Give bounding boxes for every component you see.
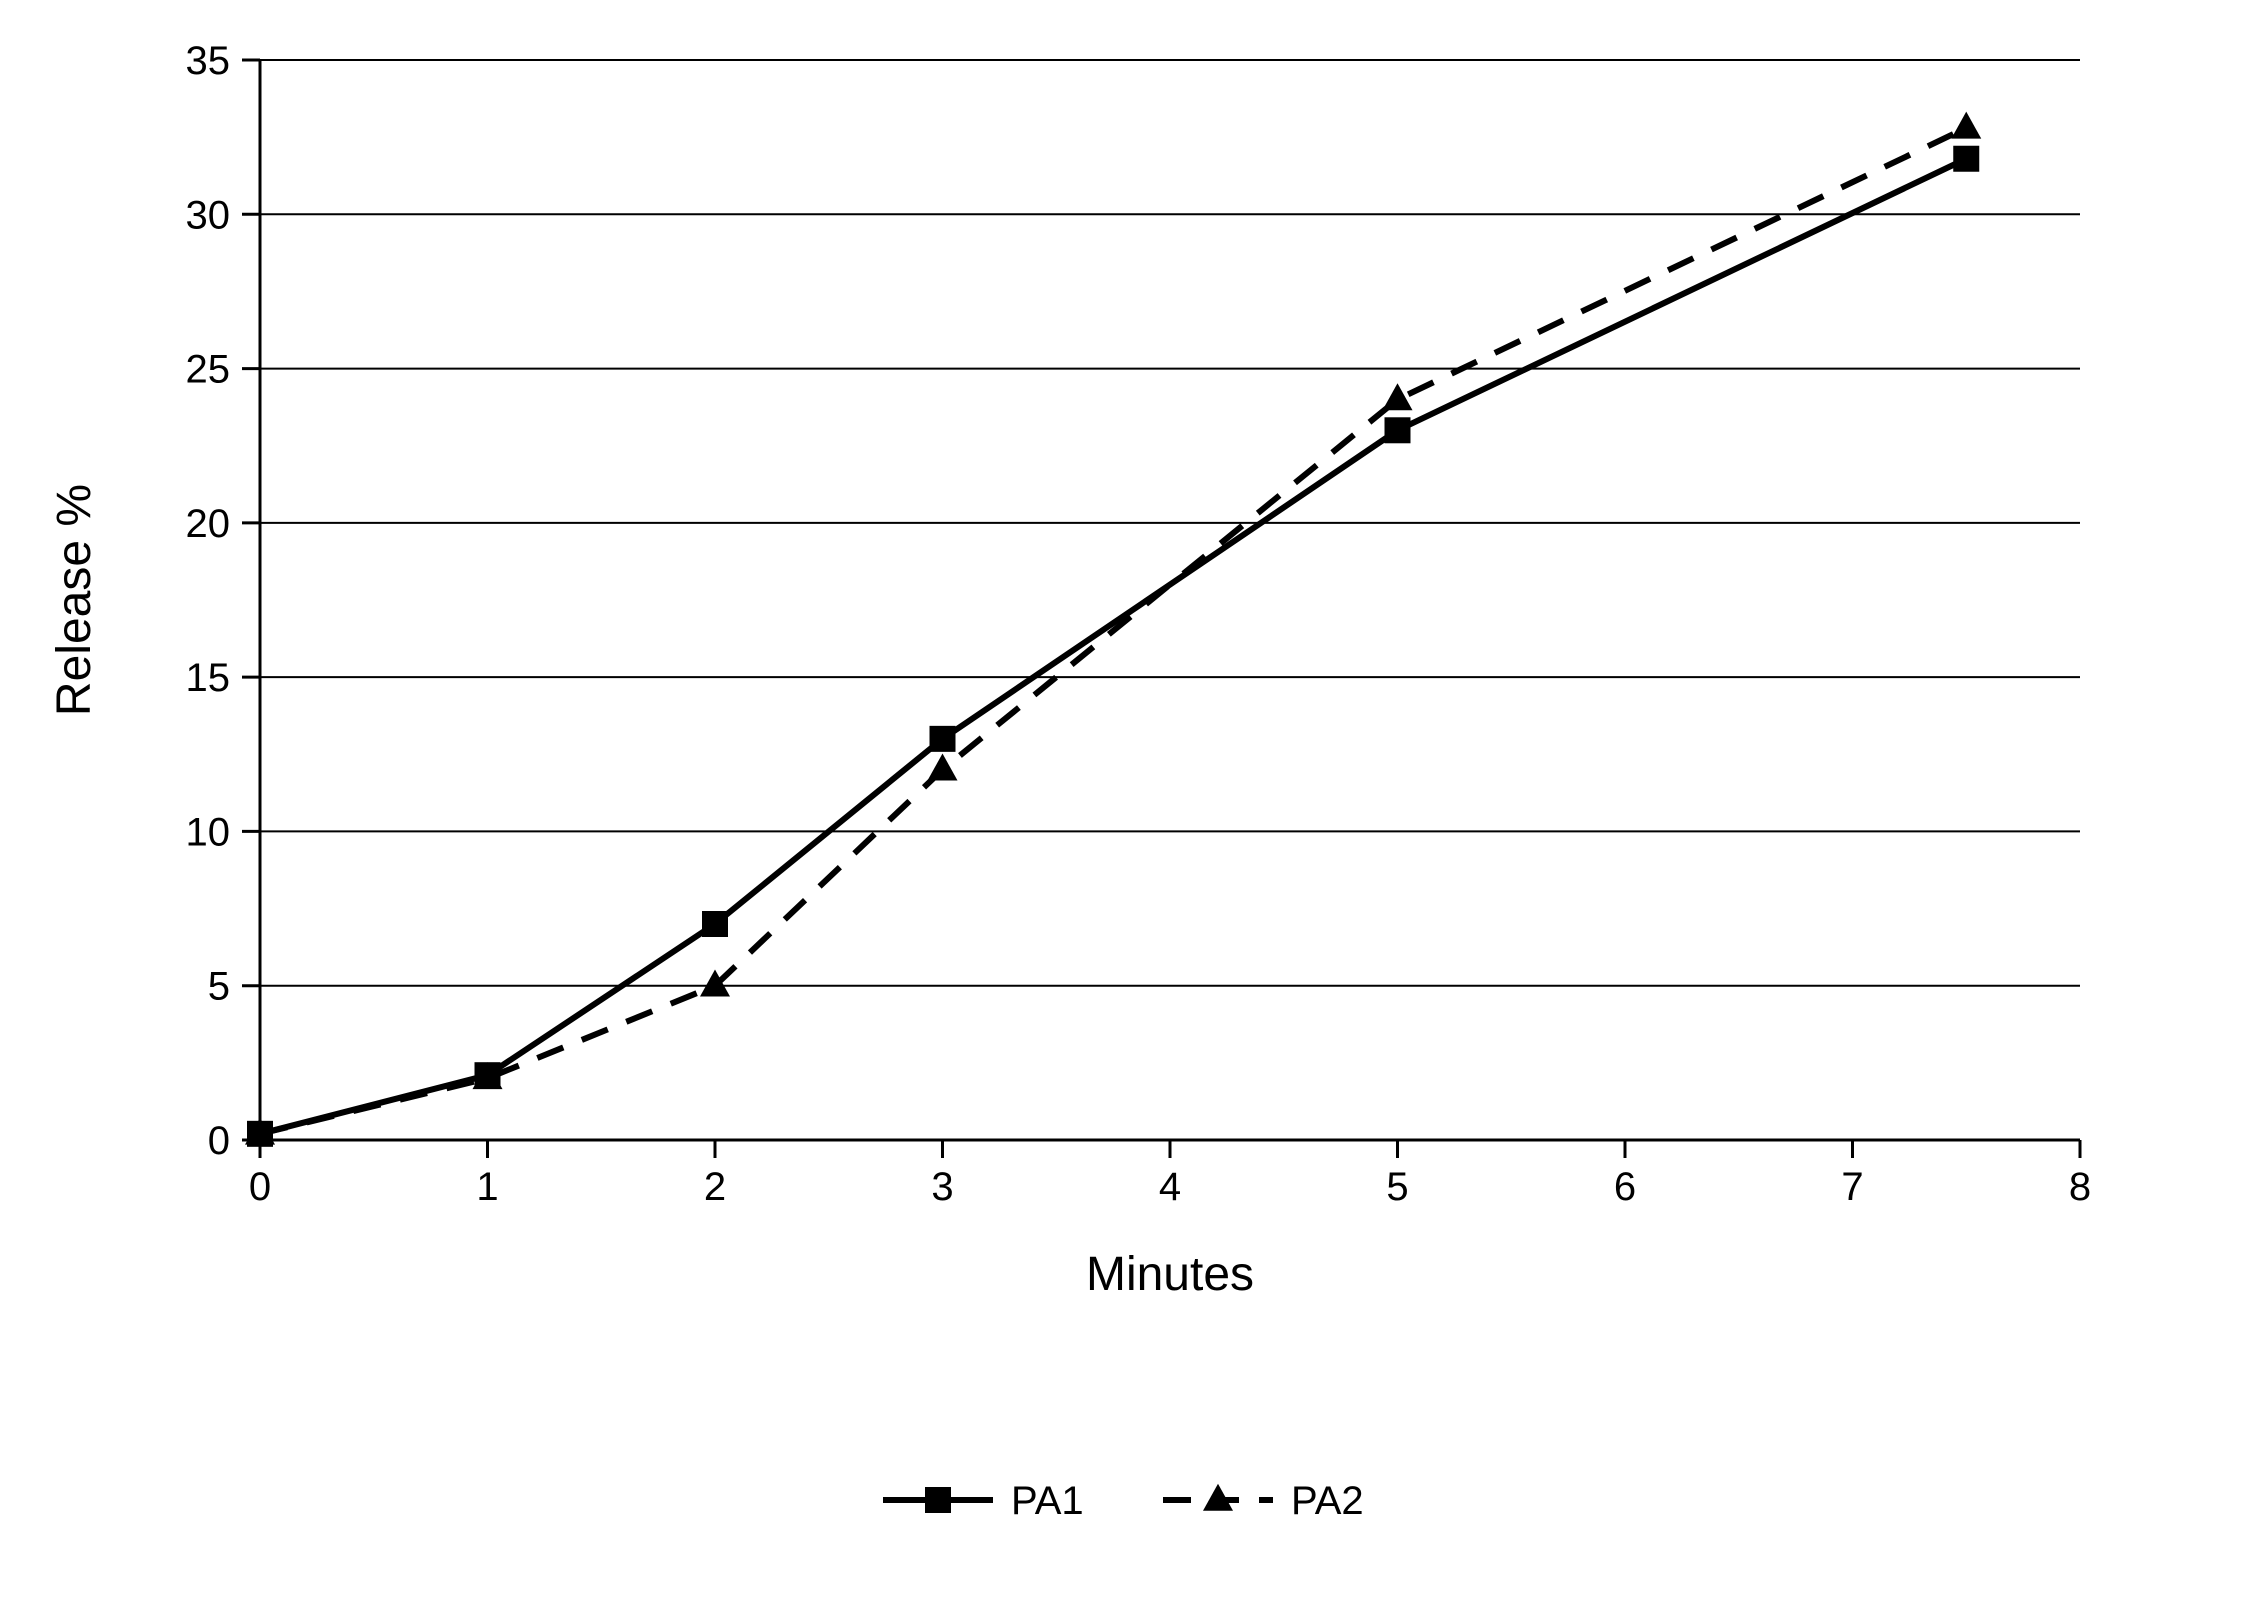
y-tick-label: 30 — [186, 193, 231, 237]
y-tick-label: 5 — [208, 965, 230, 1009]
y-tick-label: 20 — [186, 502, 231, 546]
y-axis-label: Release % — [48, 484, 101, 716]
x-tick-label: 5 — [1386, 1165, 1408, 1209]
y-tick-label: 10 — [186, 810, 231, 854]
x-tick-label: 1 — [476, 1165, 498, 1209]
series-marker-PA1 — [1953, 146, 1979, 172]
x-axis-label: Minutes — [1086, 1248, 1254, 1301]
legend-label: PA2 — [1291, 1479, 1364, 1523]
y-tick-label: 35 — [186, 39, 231, 83]
legend-label: PA1 — [1011, 1479, 1084, 1523]
series-marker-PA1 — [930, 726, 956, 752]
x-tick-label: 4 — [1159, 1165, 1181, 1209]
series-marker-PA1 — [702, 911, 728, 937]
x-tick-label: 0 — [249, 1165, 271, 1209]
line-chart: 0 5 10 15 20 25 30 35 0 1 2 3 4 5 6 7 8 Minutes Release % P… — [0, 0, 2246, 1610]
y-tick-label: 0 — [208, 1119, 230, 1163]
x-tick-label: 7 — [1841, 1165, 1863, 1209]
x-tick-label: 2 — [704, 1165, 726, 1209]
x-tick-label: 3 — [931, 1165, 953, 1209]
y-tick-label: 15 — [186, 656, 231, 700]
y-tick-label: 25 — [186, 348, 231, 392]
series-marker-PA1 — [1385, 417, 1411, 443]
x-tick-label: 6 — [1614, 1165, 1636, 1209]
x-tick-label: 8 — [2069, 1165, 2091, 1209]
